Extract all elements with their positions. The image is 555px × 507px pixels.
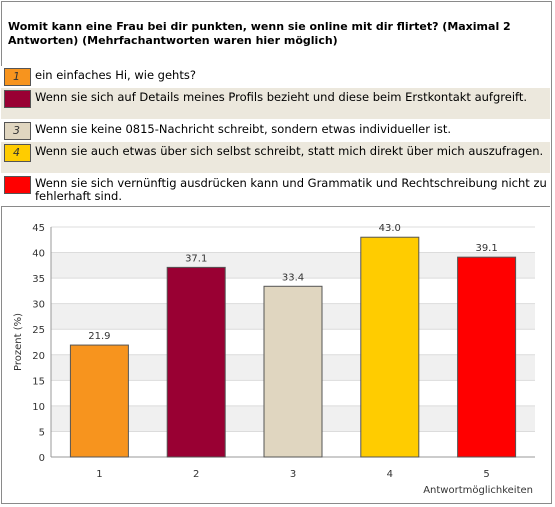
x-tick-label: 2 [193, 469, 199, 480]
answer-color-swatch: 4 [4, 144, 31, 162]
bar-value-label: 39.1 [475, 243, 497, 254]
x-tick-label: 1 [96, 469, 102, 480]
y-tick-label: 35 [32, 274, 45, 285]
y-axis-title: Prozent (%) [13, 313, 24, 371]
y-tick-label: 5 [39, 427, 45, 438]
bar [360, 236, 420, 458]
answer-row: 1 ein einfaches Hi, wie gehts? [1, 66, 550, 88]
grid-band [51, 227, 535, 253]
y-tick-label: 40 [32, 249, 45, 260]
answer-legend: 1 ein einfaches Hi, wie gehts? 2 Wenn si… [1, 66, 550, 206]
y-tick-label: 25 [32, 325, 45, 336]
answer-text: Wenn sie sich auf Details meines Profils… [35, 90, 528, 104]
bar-chart-area: 0 5 10 15 20 25 30 35 40 45 21.9 1 37.1 2 33.4 3 43.0 4 39… [1, 206, 550, 503]
answer-row: 3 Wenn sie keine 0815-Nachricht schreibt… [1, 120, 550, 142]
answer-color-swatch: 2 [4, 90, 31, 108]
answer-text: Wenn sie keine 0815-Nachricht schreibt, … [35, 122, 451, 136]
x-tick-label: 5 [483, 469, 489, 480]
y-tick-label: 15 [32, 376, 45, 387]
answer-row: 5 Wenn sie sich vernünftig ausdrücken ka… [1, 174, 550, 206]
y-tick-label: 20 [32, 351, 45, 362]
answer-text: Wenn sie sich vernünftig ausdrücken kann… [35, 176, 547, 203]
question-title: Womit kann eine Frau bei dir punkten, we… [8, 20, 511, 47]
bar-value-label: 43.0 [379, 223, 401, 234]
y-tick-label: 0 [39, 453, 45, 464]
answer-color-swatch: 5 [4, 176, 31, 194]
answer-text: ein einfaches Hi, wie gehts? [35, 68, 196, 82]
grid-band [51, 252, 535, 279]
answer-color-swatch: 1 [4, 68, 31, 86]
bar-value-label: 21.9 [88, 331, 110, 342]
bar [263, 285, 323, 458]
bar-value-label: 37.1 [185, 253, 207, 264]
bar [457, 256, 517, 458]
x-tick-label: 4 [387, 469, 393, 480]
bar-value-label: 33.4 [282, 272, 304, 283]
bar-chart: 0 5 10 15 20 25 30 35 40 45 21.9 1 37.1 2 33.4 3 43.0 4 39… [13, 223, 535, 496]
y-tick-label: 10 [32, 402, 45, 413]
y-tick-label: 30 [32, 300, 45, 311]
answer-text: Wenn sie auch etwas über sich selbst sch… [35, 144, 544, 158]
bar [166, 266, 226, 458]
answer-row: 4 Wenn sie auch etwas über sich selbst s… [1, 142, 550, 174]
bar [69, 344, 129, 458]
x-axis-title: Antwortmöglichkeiten [423, 485, 533, 496]
answer-row: 2 Wenn sie sich auf Details meines Profi… [1, 88, 550, 120]
answer-color-swatch: 3 [4, 122, 31, 140]
y-tick-label: 45 [32, 223, 45, 234]
x-tick-label: 3 [290, 469, 296, 480]
